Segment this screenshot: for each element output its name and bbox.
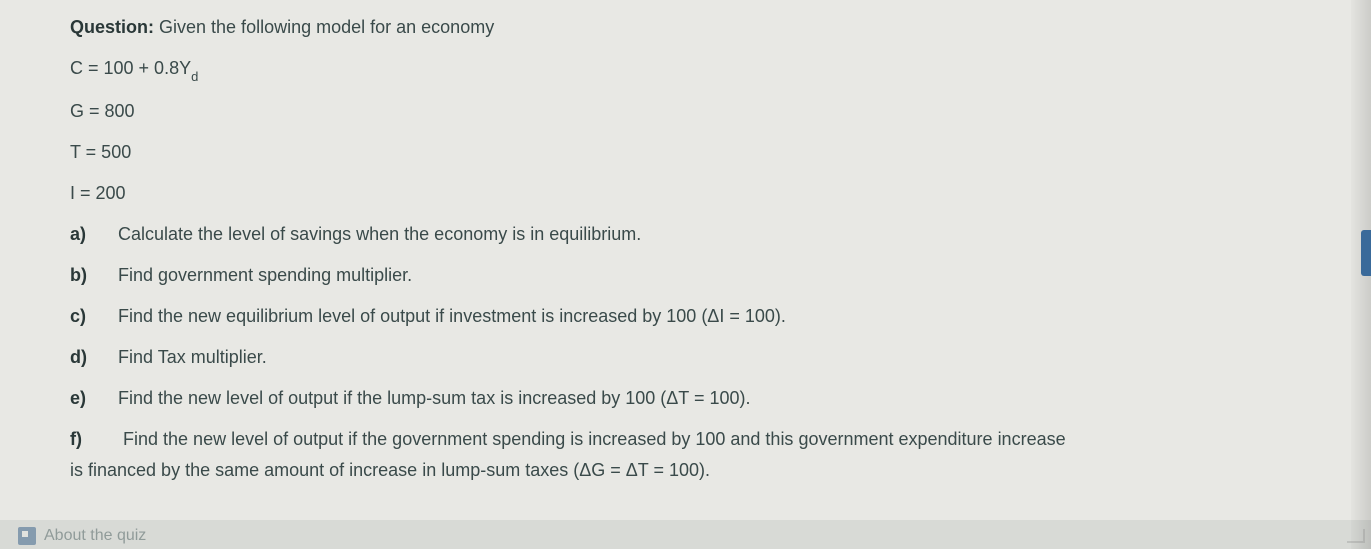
part-b-label: b) (70, 262, 118, 289)
scroll-accent (1361, 230, 1371, 276)
question-label: Question: (70, 17, 154, 37)
part-c: c) Find the new equilibrium level of out… (70, 303, 1301, 330)
part-c-label: c) (70, 303, 118, 330)
footer-text: About the quiz (44, 527, 146, 545)
question-parts: a) Calculate the level of savings when t… (70, 221, 1301, 484)
part-d: d) Find Tax multiplier. (70, 344, 1301, 371)
equation-c-main: C = 100 + 0.8Y (70, 58, 191, 78)
part-c-text: Find the new equilibrium level of output… (118, 303, 1301, 330)
part-f: f) Find the new level of output if the g… (70, 426, 1301, 484)
resize-handle-icon (1347, 529, 1365, 543)
equation-c: C = 100 + 0.8Yd (70, 55, 1301, 84)
part-a: a) Calculate the level of savings when t… (70, 221, 1301, 248)
equation-i: I = 200 (70, 180, 1301, 207)
equation-c-subscript: d (191, 69, 198, 84)
question-text: Given the following model for an economy (159, 17, 494, 37)
quiz-icon (18, 527, 36, 545)
part-b-text: Find government spending multiplier. (118, 262, 1301, 289)
equation-g: G = 800 (70, 98, 1301, 125)
part-f-label: f) (70, 426, 118, 453)
part-b: b) Find government spending multiplier. (70, 262, 1301, 289)
question-prompt: Question: Given the following model for … (70, 14, 1301, 41)
part-d-label: d) (70, 344, 118, 371)
question-page: Question: Given the following model for … (0, 0, 1371, 520)
part-a-label: a) (70, 221, 118, 248)
part-f-text-line1: Find the new level of output if the gove… (123, 429, 1066, 449)
part-a-text: Calculate the level of savings when the … (118, 221, 1301, 248)
footer-link[interactable]: About the quiz (18, 527, 146, 545)
part-f-text-line2: is financed by the same amount of increa… (70, 457, 1301, 484)
part-e-label: e) (70, 385, 118, 412)
part-d-text: Find Tax multiplier. (118, 344, 1301, 371)
part-e: e) Find the new level of output if the l… (70, 385, 1301, 412)
equation-t: T = 500 (70, 139, 1301, 166)
part-e-text: Find the new level of output if the lump… (118, 385, 1301, 412)
